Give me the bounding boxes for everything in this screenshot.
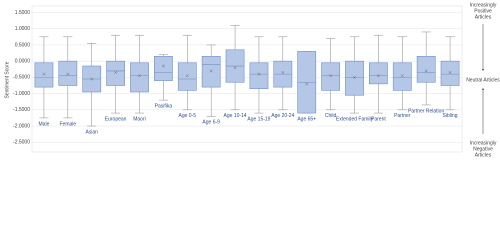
box [106,60,125,86]
y-tick-label: 1.5000 [15,10,31,16]
y-tick-label: 0.5000 [15,42,31,48]
mean-marker [42,72,46,76]
x-tick-label: Age 10-14 [224,113,247,119]
y-tick-label: -2.5000 [13,140,30,146]
mean-marker [424,69,428,73]
x-tick-label: Partner Relation [408,108,444,114]
mean-marker [400,74,404,78]
box [392,62,412,91]
mean-marker [281,71,285,74]
x-tick-label: Female [59,121,76,127]
x-tick-label: Sibling [443,113,458,119]
y-tick-label: -0.5000 [13,75,30,81]
mean-marker [114,71,118,74]
box [416,55,436,83]
x-tick-label: Child [325,113,337,119]
box [440,60,460,86]
y-tick-label: 0.0000 [15,58,31,64]
x-tick-label: Extended Family [336,116,374,122]
x-tick-label: Pasifika [155,103,173,109]
mean-marker [448,71,452,74]
box [249,62,269,90]
y-tick-label: -1.0000 [13,91,30,97]
plot-frame [31,5,463,153]
box [34,62,54,88]
mean-marker [329,74,333,78]
annotation: Increasingly [470,2,497,8]
mean-marker [353,75,356,79]
chart: Sentiment Score -2.5000 -2.0000 -1.5000 -1.… [4,2,500,158]
x-tick-label: Maori [133,116,146,122]
mean-marker [233,66,237,70]
x-tick-label: Asian [85,129,98,135]
x-tick-label: Partner [394,113,411,119]
annotation: Increasingly [470,140,497,146]
x-tick-label: Male [39,121,50,127]
mean-marker [376,74,380,78]
y-tick-label: -1.5000 [13,107,30,113]
mean-marker [185,74,189,78]
box [345,60,364,96]
mean-marker [90,77,94,81]
mean-marker [161,64,165,68]
x-tick-label: Age 6-9 [202,120,220,126]
mean-marker [257,72,261,76]
y-tick-label: 1.0000 [15,26,31,32]
annotation: Articles [475,152,492,158]
x-tick-label: European [105,116,127,122]
box [58,60,78,86]
annotation: Positive [474,8,492,14]
mean-marker [209,69,213,73]
box [201,55,221,88]
box [369,62,388,85]
mean-marker [66,72,70,76]
box [177,62,197,91]
mean-marker [138,74,141,78]
annotation: Negative [473,146,493,152]
x-tick-label: Age 15-19 [247,116,270,122]
y-axis-label: Sentiment Score [4,61,10,98]
box [130,62,149,93]
x-tick-label: Parent [371,116,386,122]
box [321,62,340,91]
annotation: Neutral Articles [466,77,500,83]
mean-marker [305,82,309,86]
y-tick-label: -2.0000 [13,123,30,129]
x-tick-label: Age 65+ [297,116,316,122]
annotation: Articles [475,14,492,20]
box [154,55,173,81]
x-tick-label: Age 20-24 [271,113,294,119]
x-tick-label: Age 0-5 [179,113,197,119]
